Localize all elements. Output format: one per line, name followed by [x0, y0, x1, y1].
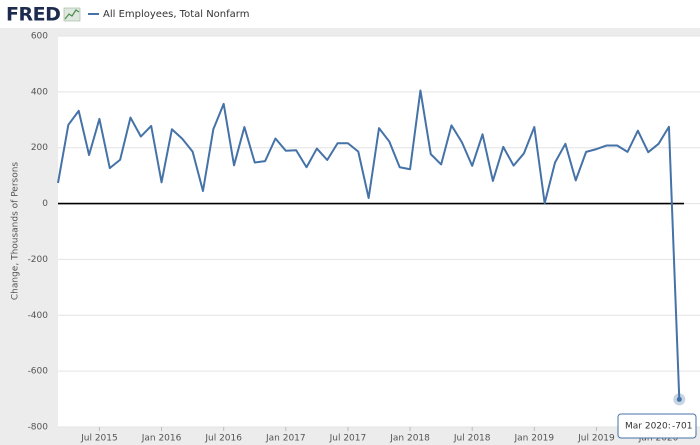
x-tick-label: Jul 2019 — [577, 434, 615, 444]
x-tick-label: Jan 2017 — [265, 434, 306, 444]
y-tick-label: -800 — [28, 423, 49, 433]
logo-icon — [63, 7, 81, 22]
legend-label: All Employees, Total Nonfarm — [103, 9, 249, 20]
x-tick-label: Jan 2019 — [514, 434, 555, 444]
logo: FRED — [6, 4, 60, 26]
y-tick-label: 200 — [31, 143, 48, 153]
tooltip: Mar 2020: -701 — [617, 413, 697, 439]
y-tick-label: -600 — [28, 367, 49, 377]
tooltip-box — [617, 413, 697, 439]
x-tick-label: Jul 2017 — [329, 434, 367, 444]
tooltip-value: -701 — [672, 422, 692, 432]
highlight-point — [676, 396, 682, 402]
tooltip-date: Mar 2020: — [625, 422, 671, 432]
x-tick-label: Jan 2018 — [389, 434, 430, 444]
y-tick-label: 0 — [42, 199, 48, 209]
y-axis-label: Change, Thousands of Persons — [11, 162, 21, 301]
y-tick-label: -200 — [28, 255, 49, 265]
y-tick-label: -400 — [28, 311, 49, 321]
series-line — [57, 89, 681, 400]
x-tick-label: Jul 2015 — [80, 434, 118, 444]
x-tick-label: Jan 2016 — [141, 434, 182, 444]
y-tick-label: 400 — [31, 87, 48, 97]
y-tick-label: 600 — [31, 32, 48, 42]
x-tick-label: Jul 2016 — [204, 434, 242, 444]
x-tick-label: Jul 2018 — [453, 434, 491, 444]
plot-area — [58, 36, 700, 427]
